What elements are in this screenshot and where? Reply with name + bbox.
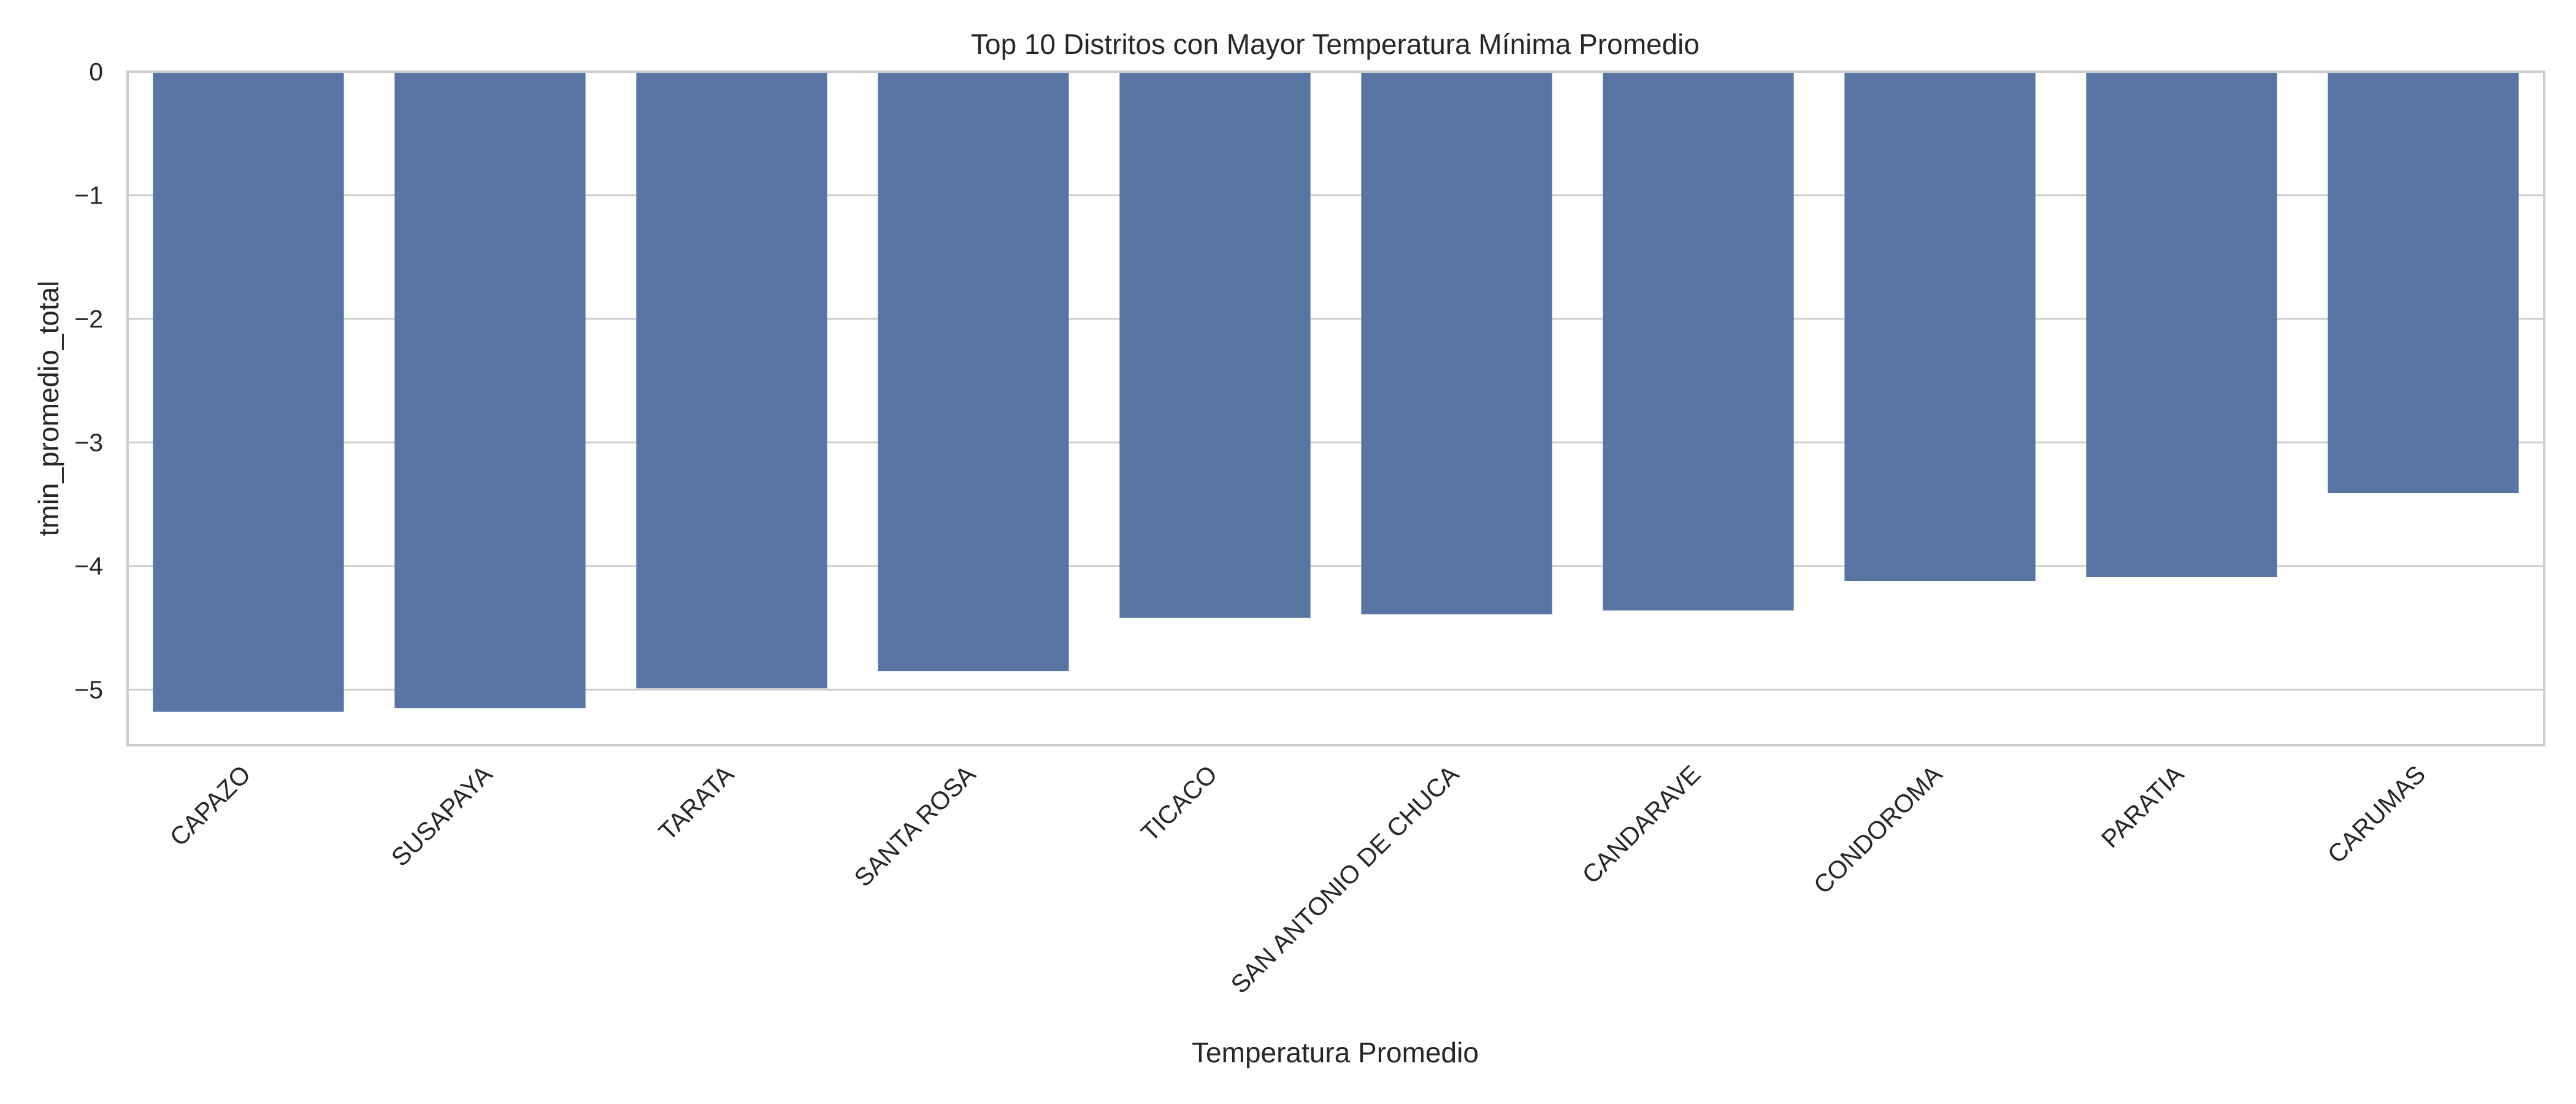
bar (636, 72, 827, 689)
y-tick-label: −4 (74, 552, 103, 580)
y-tick-label: 0 (89, 58, 103, 86)
bars (153, 72, 2519, 712)
x-tick-label: TARATA (653, 759, 740, 846)
y-tick-label: −2 (74, 305, 103, 333)
x-tick-label: SANTA ROSA (849, 759, 981, 892)
x-tick-label: CAPAZO (164, 760, 256, 852)
x-tick-label: SAN ANTONIO DE CHUCA (1225, 759, 1465, 999)
x-tick-labels: CAPAZO SUSAPAYA TARATA SANTA ROSA TICACO SAN … (164, 759, 2431, 999)
y-tick-label: −5 (74, 675, 103, 703)
x-axis-label: Temperatura Promedio (1192, 1037, 1479, 1068)
x-tick-label: CONDOROMA (1808, 759, 1948, 899)
x-tick-label: TICACO (1135, 760, 1222, 847)
bar (2086, 72, 2277, 578)
x-tick-label: CARUMAS (2322, 760, 2431, 869)
bar (878, 72, 1069, 672)
y-tick-labels: 0 −1 −2 −3 −4 −5 (74, 58, 103, 703)
bar (153, 72, 344, 712)
bar (1361, 72, 1552, 615)
bar (394, 72, 586, 708)
x-tick-label: PARATIA (2096, 759, 2190, 853)
y-tick-label: −3 (74, 428, 103, 456)
y-tick-label: −1 (74, 181, 103, 209)
chart-title: Top 10 Distritos con Mayor Temperatura M… (971, 28, 1700, 60)
bar (2328, 72, 2519, 494)
y-axis-label: tmin_promedio_total (33, 281, 64, 537)
plot-frame (126, 71, 2545, 746)
x-tick-label: SUSAPAYA (386, 759, 498, 872)
bar (1119, 72, 1311, 618)
bar (1603, 72, 1794, 611)
bar (1844, 72, 2036, 581)
x-tick-label: CANDARAVE (1577, 760, 1706, 889)
